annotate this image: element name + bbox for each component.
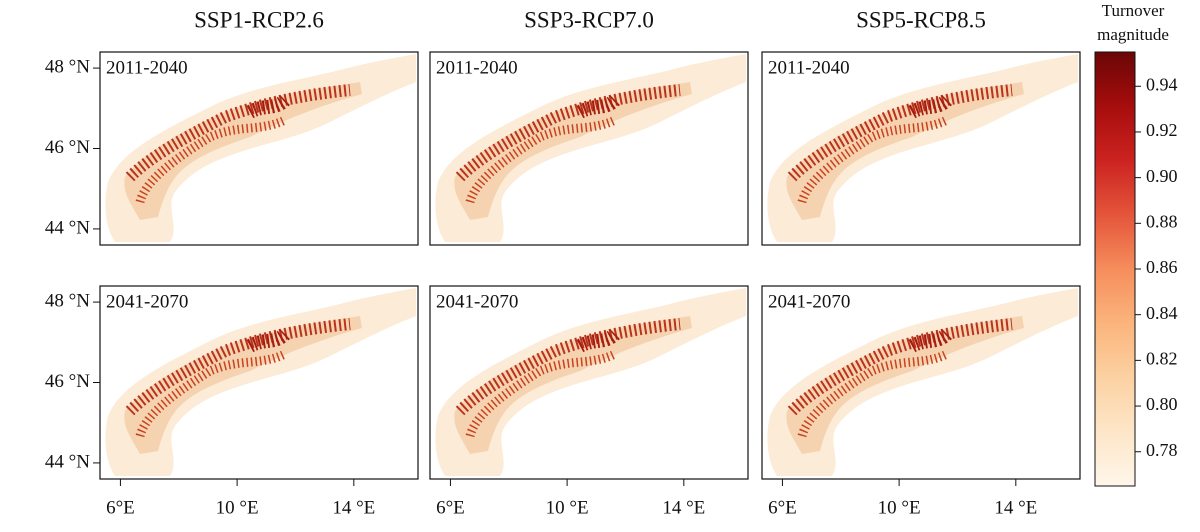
- map: [105, 288, 416, 476]
- x-tick-label: 14 °E: [994, 497, 1037, 518]
- x-tick-label: 10 °E: [216, 497, 259, 518]
- column-title: SSP1-RCP2.6: [194, 7, 324, 32]
- map: [105, 54, 416, 242]
- panel-frame: [761, 51, 1081, 246]
- y-tick-label: 44 °N: [45, 451, 90, 472]
- x-tick-label: 6°E: [768, 497, 797, 518]
- y-tick-label: 46 °N: [45, 137, 90, 158]
- map: [435, 288, 746, 476]
- colorbar-tick-label: 0.90: [1146, 166, 1178, 186]
- colorbar-tick-label: 0.92: [1146, 120, 1178, 140]
- colorbar-tick-label: 0.94: [1146, 74, 1178, 94]
- period-label: 2011-2040: [106, 57, 188, 78]
- panel-frame: [429, 51, 749, 246]
- column-title: SSP5-RCP8.5: [856, 7, 986, 32]
- x-tick-label: 10 °E: [546, 497, 589, 518]
- period-label: 2041-2070: [768, 291, 850, 312]
- x-tick-label: 6°E: [436, 497, 465, 518]
- colorbar-tick-label: 0.86: [1146, 257, 1178, 277]
- map: [767, 288, 1078, 476]
- y-tick-label: 44 °N: [45, 217, 90, 238]
- period-label: 2041-2070: [106, 291, 188, 312]
- panel-frame: [761, 285, 1081, 480]
- colorbar-tick-label: 0.80: [1146, 394, 1178, 414]
- colorbar-tick-label: 0.88: [1146, 211, 1178, 231]
- colorbar: [1094, 51, 1136, 487]
- map: [767, 54, 1078, 242]
- x-tick-label: 6°E: [106, 497, 135, 518]
- column-title: SSP3-RCP7.0: [524, 7, 654, 32]
- colorbar-title: magnitude: [1097, 25, 1169, 44]
- period-label: 2011-2040: [768, 57, 850, 78]
- x-tick-label: 14 °E: [332, 497, 375, 518]
- period-label: 2011-2040: [436, 57, 518, 78]
- colorbar-tick-label: 0.78: [1146, 440, 1178, 460]
- panel-frame: [429, 285, 749, 480]
- y-tick-label: 48 °N: [45, 290, 90, 311]
- x-tick-label: 14 °E: [662, 497, 705, 518]
- colorbar-title: Turnover: [1102, 1, 1165, 20]
- period-label: 2041-2070: [436, 291, 518, 312]
- x-tick-label: 10 °E: [878, 497, 921, 518]
- colorbar-tick-label: 0.82: [1146, 348, 1178, 368]
- colorbar-tick-label: 0.84: [1146, 303, 1178, 323]
- y-tick-label: 48 °N: [45, 56, 90, 77]
- y-tick-label: 46 °N: [45, 371, 90, 392]
- map: [435, 54, 746, 242]
